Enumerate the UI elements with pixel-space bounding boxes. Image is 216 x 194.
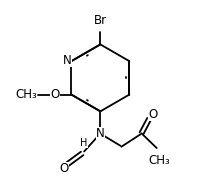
Text: CH₃: CH₃ — [148, 154, 170, 167]
Text: CH₃: CH₃ — [15, 88, 37, 101]
Text: H: H — [80, 138, 88, 148]
Text: N: N — [63, 54, 71, 67]
Text: N: N — [96, 127, 105, 140]
Text: O: O — [51, 88, 60, 101]
Text: Br: Br — [94, 14, 107, 27]
Text: O: O — [148, 108, 157, 121]
Text: O: O — [60, 162, 69, 175]
